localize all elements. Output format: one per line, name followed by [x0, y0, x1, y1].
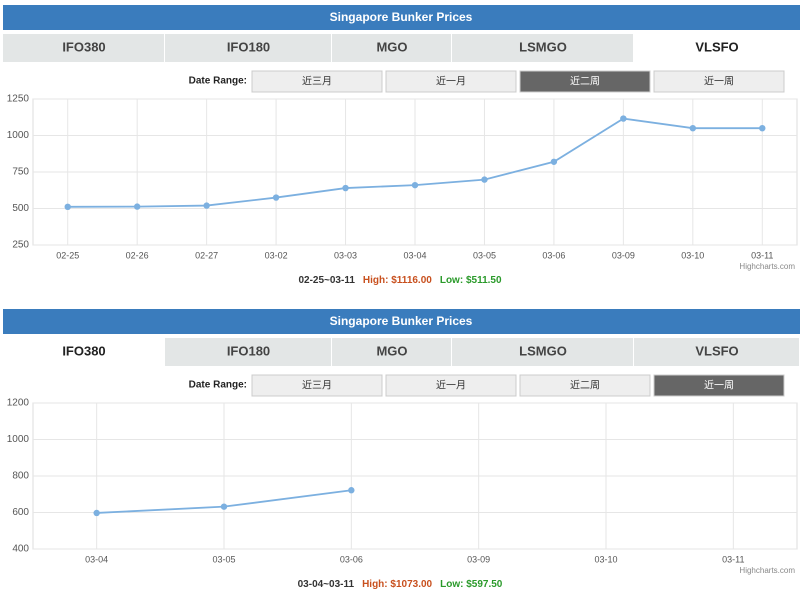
range-button-label: 近一月 [436, 75, 466, 88]
x-tick-label: 03-09 [612, 250, 635, 260]
summary-low: Low: $511.50 [440, 275, 502, 286]
panel: Singapore Bunker Prices IFO380 IFO180 MGO LS… [3, 5, 800, 286]
tab[interactable] [165, 34, 331, 62]
x-tick-label: 03-02 [265, 250, 288, 260]
tab-label: LSMGO [519, 39, 567, 54]
x-tick-label: 03-04 [403, 250, 426, 260]
tab-label: IFO180 [227, 343, 270, 358]
y-tick-label: 500 [12, 203, 29, 214]
y-tick-label: 1200 [7, 398, 30, 409]
tab[interactable] [332, 34, 451, 62]
tab-label: IFO180 [227, 39, 270, 54]
x-tick-label: 02-26 [126, 250, 149, 260]
tab-label: VLSFO [695, 39, 738, 54]
range-button-label: 近三月 [302, 75, 332, 88]
tab[interactable] [165, 338, 331, 366]
y-tick-label: 750 [12, 167, 29, 178]
price-point [550, 158, 558, 165]
header-bar [3, 309, 800, 334]
y-tick-label: 1000 [7, 130, 30, 141]
x-tick-label: 03-10 [681, 250, 704, 260]
y-tick-label: 400 [12, 544, 29, 555]
price-point [481, 176, 488, 183]
range-button[interactable] [519, 374, 651, 397]
tab[interactable] [3, 34, 164, 62]
summary-range: 03-04~03-11 [298, 579, 355, 590]
tab[interactable] [452, 338, 633, 366]
summary: 02-25~03-11 High: $1116.00 Low: $511.50 [298, 275, 502, 286]
price-point [689, 125, 697, 132]
x-tick-label: 03-03 [334, 250, 357, 260]
credit: Highcharts.com [739, 566, 795, 575]
tab[interactable] [634, 338, 799, 366]
summary: 03-04~03-11 High: $1073.00 Low: $597.50 [298, 579, 503, 590]
x-tick-label: 02-25 [56, 250, 79, 260]
y-tick-label: 800 [12, 471, 29, 482]
y-tick-label: 1250 [7, 94, 30, 105]
tab-label: MGO [376, 39, 407, 54]
tab[interactable] [3, 338, 164, 366]
price-point [342, 184, 349, 192]
x-tick-label: 03-04 [85, 554, 108, 564]
range-button-label: 近一周 [704, 75, 734, 88]
range-button[interactable] [385, 374, 517, 397]
range-button-label: 近一月 [436, 379, 466, 392]
y-tick-label: 600 [12, 507, 29, 518]
range-button-label: 近二周 [570, 75, 600, 88]
x-tick-label: 03-11 [722, 554, 744, 564]
tab[interactable] [452, 34, 633, 62]
range-button-label: 近三月 [302, 379, 332, 392]
header-bar [3, 5, 800, 30]
range-button-label: 近一周 [704, 379, 734, 392]
credit: Highcharts.com [739, 262, 795, 271]
tab-label: VLSFO [695, 343, 738, 358]
range-button[interactable] [519, 70, 651, 93]
price-point [133, 203, 141, 210]
x-tick-label: 03-06 [340, 554, 363, 564]
panel: Singapore Bunker Prices IFO380 IFO180 MGO LS… [3, 309, 800, 590]
range-button[interactable] [653, 70, 785, 93]
header-title: Singapore Bunker Prices [330, 10, 473, 24]
tab-label: LSMGO [519, 343, 567, 358]
price-point [203, 202, 210, 209]
price-point [64, 203, 71, 211]
x-tick-label: 03-05 [473, 250, 496, 260]
summary-low: Low: $597.50 [440, 579, 503, 590]
price-point [759, 125, 766, 132]
price-point [348, 487, 355, 494]
range-button[interactable] [251, 70, 383, 93]
date-range-label: Date Range: [189, 76, 247, 87]
tab-label: MGO [376, 343, 407, 358]
range-button[interactable] [653, 374, 785, 397]
x-tick-label: 03-05 [212, 554, 235, 564]
tab-label: IFO380 [62, 39, 105, 54]
x-tick-label: 03-06 [542, 250, 565, 260]
x-tick-label: 03-11 [751, 250, 773, 260]
summary-range: 02-25~03-11 [298, 275, 355, 286]
x-tick-label: 03-09 [467, 554, 490, 564]
price-point [272, 194, 280, 201]
tab-label: IFO380 [62, 343, 105, 358]
price-point [620, 115, 627, 122]
range-button-label: 近二周 [570, 379, 600, 392]
summary-high: High: $1116.00 [363, 275, 432, 286]
summary-high: High: $1073.00 [362, 579, 432, 590]
x-tick-label: 02-27 [195, 250, 218, 260]
tab[interactable] [634, 34, 799, 62]
y-tick-label: 1000 [7, 434, 30, 445]
price-point [93, 509, 100, 517]
price-point [411, 181, 419, 189]
date-range-label: Date Range: [189, 380, 247, 391]
price-point [220, 503, 228, 510]
tab[interactable] [332, 338, 451, 366]
range-button[interactable] [251, 374, 383, 397]
range-button[interactable] [385, 70, 517, 93]
x-tick-label: 03-10 [594, 554, 617, 564]
header-title: Singapore Bunker Prices [330, 314, 473, 328]
y-tick-label: 250 [12, 240, 29, 251]
